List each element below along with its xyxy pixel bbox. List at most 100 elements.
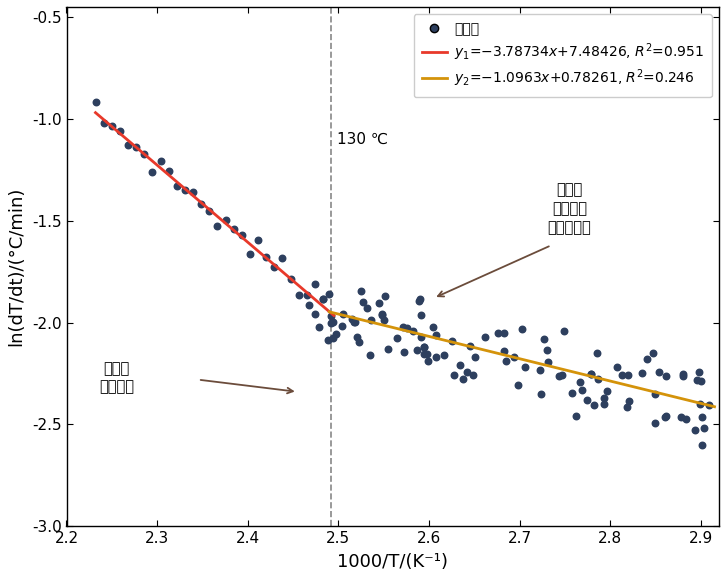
Point bbox=[407, 327, 419, 336]
Point bbox=[139, 150, 150, 159]
Point bbox=[355, 287, 367, 296]
Point bbox=[131, 143, 142, 152]
Point bbox=[611, 362, 623, 371]
Point bbox=[480, 332, 492, 342]
Point bbox=[649, 418, 661, 428]
Point bbox=[397, 322, 409, 331]
X-axis label: 1000/T/(K⁻¹): 1000/T/(K⁻¹) bbox=[338, 553, 448, 571]
Point bbox=[592, 375, 603, 384]
Y-axis label: ln(dT/dt)/(°C/min): ln(dT/dt)/(°C/min) bbox=[7, 187, 25, 346]
Point bbox=[220, 215, 232, 224]
Point bbox=[571, 411, 582, 420]
Point bbox=[574, 377, 586, 386]
Point bbox=[661, 371, 672, 380]
Point bbox=[350, 317, 362, 327]
Point bbox=[492, 328, 504, 338]
Point bbox=[415, 294, 426, 303]
Point bbox=[293, 290, 304, 299]
Text: 阶段一
离散分布
非线性变化: 阶段一 离散分布 非线性变化 bbox=[547, 183, 592, 235]
Point bbox=[649, 390, 661, 399]
Point bbox=[566, 388, 578, 398]
Point bbox=[675, 413, 687, 422]
Point bbox=[597, 394, 609, 403]
Point bbox=[346, 314, 358, 324]
Point bbox=[585, 369, 597, 379]
Point bbox=[337, 310, 348, 319]
Point bbox=[641, 354, 653, 364]
Point bbox=[454, 360, 466, 369]
Point bbox=[696, 412, 708, 421]
Point bbox=[415, 310, 427, 320]
Point bbox=[508, 352, 520, 361]
Point bbox=[364, 350, 376, 360]
Point bbox=[379, 292, 391, 301]
Point bbox=[653, 368, 665, 377]
Point bbox=[90, 97, 102, 106]
Point bbox=[147, 168, 158, 177]
Point bbox=[269, 262, 280, 272]
Point bbox=[534, 365, 546, 375]
Point bbox=[377, 310, 388, 319]
Point bbox=[602, 386, 613, 395]
Point bbox=[195, 199, 207, 209]
Point bbox=[309, 279, 321, 288]
Point bbox=[366, 316, 378, 325]
Point bbox=[660, 412, 672, 421]
Point bbox=[689, 425, 701, 434]
Point bbox=[576, 386, 588, 395]
Point bbox=[457, 375, 469, 384]
Point bbox=[327, 334, 338, 343]
Point bbox=[415, 332, 427, 342]
Point bbox=[325, 318, 337, 327]
Point bbox=[622, 370, 634, 380]
Point bbox=[399, 348, 410, 357]
Point bbox=[114, 126, 126, 135]
Point bbox=[470, 353, 481, 362]
Point bbox=[236, 231, 248, 240]
Point bbox=[244, 249, 256, 258]
Point bbox=[330, 329, 341, 339]
Point bbox=[592, 348, 603, 357]
Point bbox=[379, 315, 391, 324]
Point bbox=[348, 318, 360, 327]
Point bbox=[417, 342, 429, 351]
Point bbox=[228, 225, 240, 234]
Point bbox=[621, 402, 632, 412]
Point bbox=[538, 334, 550, 343]
Point bbox=[324, 290, 335, 299]
Point bbox=[411, 346, 423, 355]
Point bbox=[357, 297, 369, 306]
Point bbox=[498, 328, 510, 338]
Point bbox=[500, 356, 512, 365]
Point bbox=[696, 377, 707, 386]
Point bbox=[187, 188, 199, 197]
Point bbox=[520, 363, 531, 372]
Point bbox=[261, 252, 272, 261]
Point bbox=[325, 312, 337, 321]
Point bbox=[301, 291, 313, 300]
Point bbox=[327, 318, 339, 327]
Point bbox=[401, 323, 413, 332]
Point bbox=[446, 337, 458, 346]
Point bbox=[391, 334, 403, 343]
Point bbox=[696, 440, 707, 449]
Point bbox=[351, 332, 363, 342]
Point bbox=[556, 370, 568, 380]
Point bbox=[336, 321, 348, 331]
Point bbox=[582, 395, 593, 404]
Point bbox=[362, 303, 373, 313]
Point bbox=[695, 399, 706, 409]
Point bbox=[419, 349, 431, 358]
Point bbox=[677, 372, 689, 381]
Point bbox=[467, 370, 478, 380]
Point bbox=[211, 221, 223, 231]
Point bbox=[155, 157, 166, 166]
Point bbox=[541, 346, 552, 355]
Point bbox=[428, 323, 439, 332]
Point bbox=[449, 370, 460, 380]
Point bbox=[382, 344, 393, 354]
Text: 阶段二
线性变化: 阶段二 线性变化 bbox=[99, 361, 134, 394]
Point bbox=[462, 367, 473, 376]
Text: 130 ℃: 130 ℃ bbox=[337, 132, 388, 147]
Point bbox=[373, 298, 385, 307]
